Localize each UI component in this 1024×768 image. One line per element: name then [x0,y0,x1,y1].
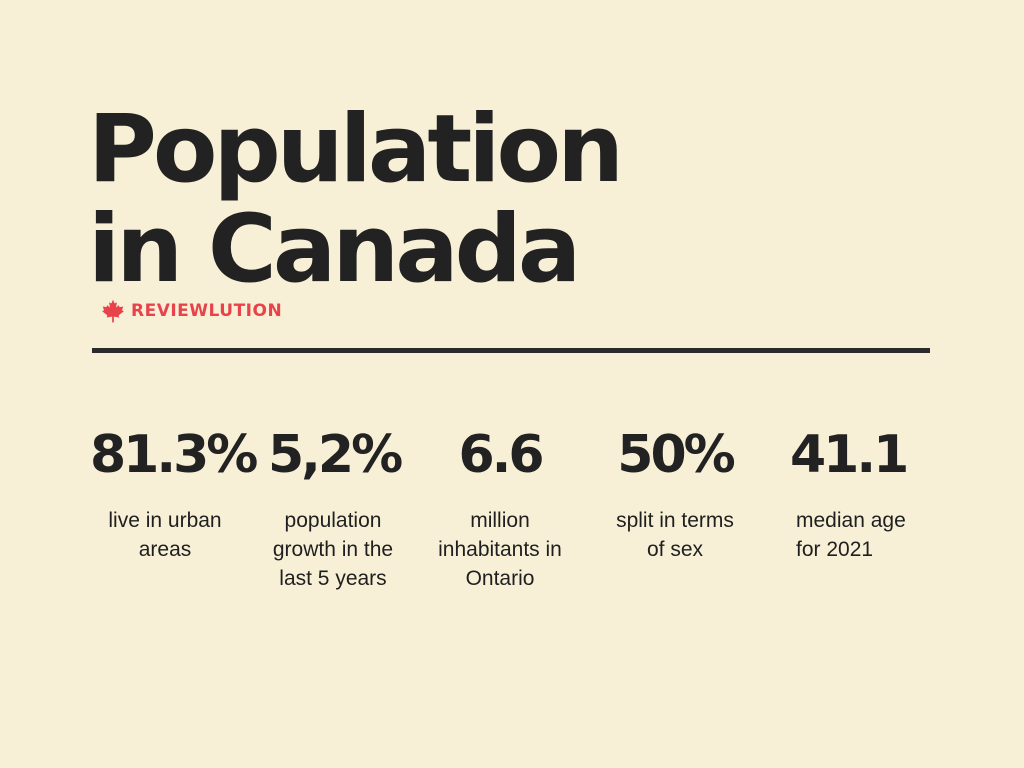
divider [92,348,930,353]
stat-growth: 5,2% population growth in the last 5 yea… [268,418,403,593]
stat-value: 6.6 [458,425,544,485]
stat-ontario: 6.6 million inhabitants in Ontario [438,418,562,593]
stat-value: 50% [617,425,735,485]
stat-value: 81.3% [90,425,258,485]
stat-value: 5,2% [268,425,403,485]
stat-label: split in terms of sex [616,509,734,561]
stat-value: 41.1 [790,425,909,485]
stat-label: live in urban areas [108,509,222,561]
title-line-1: Population [88,95,624,204]
stat-label: population growth in the last 5 years [272,509,394,590]
brand-name: REVIEWLUTION [131,301,283,321]
stat-median-age: 41.1 median age for 2021 [790,418,909,564]
stat-sex-split: 50% split in terms of sex [610,418,740,564]
page-title: Population in Canada [88,95,624,304]
stat-label: million inhabitants in Ontario [438,509,562,590]
title-line-2: in Canada [88,195,581,304]
stat-label: median age for 2021 [796,509,906,561]
brand-logo: REVIEWLUTION [100,298,282,324]
maple-leaf-icon [102,299,124,323]
stat-urban: 81.3% live in urban areas [90,418,258,564]
